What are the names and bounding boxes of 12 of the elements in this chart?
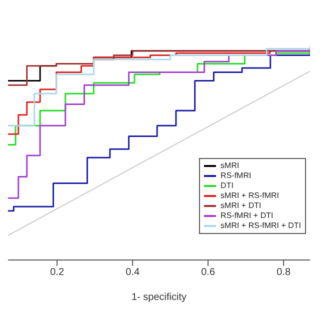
legend-label: sMRI + DTI xyxy=(220,201,262,211)
legend-label: RS-fMRI xyxy=(220,171,252,181)
x-tick-label: 0.4 xyxy=(126,267,140,278)
x-tick-label: 0.6 xyxy=(201,267,216,278)
x-tick-label: 0.8 xyxy=(276,267,291,278)
legend-label: sMRI xyxy=(220,161,240,171)
x-axis-title: 1- specificity xyxy=(131,292,187,303)
legend-label: sMRI + RS-fMRI xyxy=(220,191,279,201)
legend-label: DTI xyxy=(220,181,234,191)
legend-label: RS-fMRI + DTI xyxy=(220,211,274,221)
legend-label: sMRI + RS-fMRI + DTI xyxy=(220,221,301,231)
x-tick-label: 0.2 xyxy=(50,267,64,278)
